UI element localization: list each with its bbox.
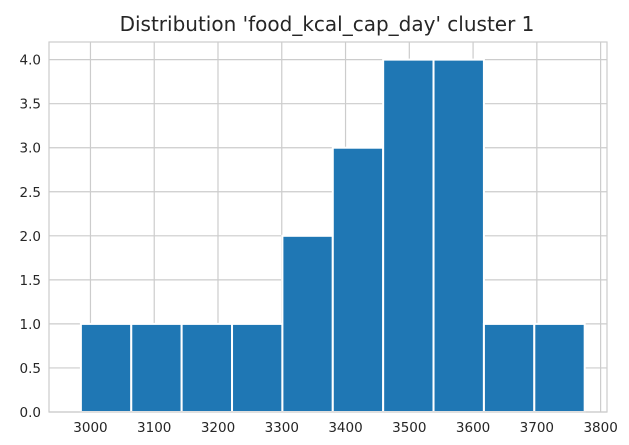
x-tick-label: 3100 bbox=[137, 420, 171, 436]
histogram-bar bbox=[432, 58, 485, 413]
y-tick-label: 1.0 bbox=[20, 317, 41, 333]
y-tick-label: 4.0 bbox=[20, 53, 41, 69]
y-tick-label: 0.0 bbox=[20, 405, 41, 421]
y-tick-label: 0.5 bbox=[20, 361, 41, 377]
chart-title: Distribution 'food_kcal_cap_day' cluster… bbox=[120, 12, 535, 36]
x-tick-label: 3400 bbox=[328, 420, 362, 436]
histogram-bar bbox=[331, 146, 385, 413]
x-tick-label: 3500 bbox=[392, 420, 426, 436]
x-tick-label: 3300 bbox=[265, 420, 299, 436]
histogram-bar bbox=[482, 322, 536, 413]
histogram-bar bbox=[231, 322, 284, 413]
x-axis-ticks: 3000 3100 3200 3300 3400 3500 3600 3700 3800 bbox=[73, 420, 618, 436]
x-tick-label: 3000 bbox=[73, 420, 107, 436]
y-tick-label: 3.5 bbox=[20, 97, 41, 113]
x-tick-label: 3800 bbox=[583, 420, 617, 436]
histogram-bar bbox=[130, 322, 183, 413]
histogram-bar bbox=[281, 234, 334, 413]
histogram-bars bbox=[79, 58, 586, 413]
y-tick-label: 2.0 bbox=[20, 229, 41, 245]
histogram-bar bbox=[180, 322, 234, 413]
histogram-bar bbox=[533, 322, 586, 413]
x-tick-label: 3600 bbox=[456, 420, 490, 436]
y-tick-label: 3.0 bbox=[20, 141, 41, 157]
histogram-bar bbox=[79, 322, 133, 413]
plot-frame bbox=[48, 41, 608, 413]
y-axis-ticks: 0.0 0.5 1.0 1.5 2.0 2.5 3.0 3.5 4.0 bbox=[20, 53, 41, 421]
x-tick-label: 3700 bbox=[520, 420, 554, 436]
y-tick-label: 2.5 bbox=[20, 185, 41, 201]
histogram-bar bbox=[382, 58, 435, 413]
y-tick-label: 1.5 bbox=[20, 273, 41, 289]
x-tick-label: 3200 bbox=[201, 420, 235, 436]
